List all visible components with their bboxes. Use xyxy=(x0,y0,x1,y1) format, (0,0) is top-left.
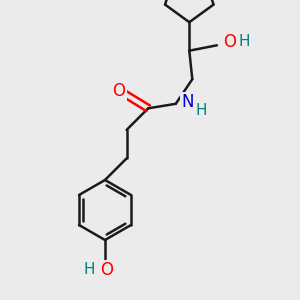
Text: O: O xyxy=(112,82,126,100)
Text: H: H xyxy=(84,262,95,278)
Text: H: H xyxy=(238,34,250,49)
Text: O: O xyxy=(224,33,236,51)
Text: H: H xyxy=(195,103,207,118)
Text: O: O xyxy=(100,261,113,279)
Text: N: N xyxy=(181,93,194,111)
